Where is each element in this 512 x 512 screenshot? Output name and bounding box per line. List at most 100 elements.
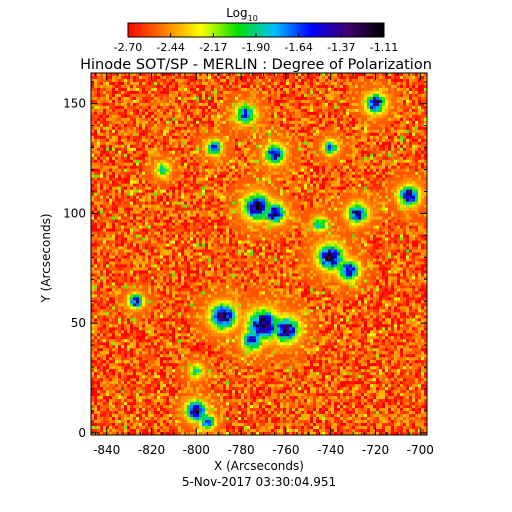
heatmap-cell — [382, 177, 386, 182]
heatmap-cell — [271, 93, 275, 98]
heatmap-cell — [220, 138, 224, 143]
heatmap-cell — [184, 174, 188, 179]
heatmap-cell — [238, 117, 242, 122]
heatmap-cell — [322, 156, 326, 161]
heatmap-cell — [352, 186, 356, 191]
heatmap-cell — [205, 102, 209, 107]
heatmap-cell — [142, 204, 146, 208]
heatmap-cell — [364, 84, 368, 89]
heatmap-cell — [352, 198, 356, 202]
heatmap-cell — [103, 108, 107, 113]
heatmap-cell — [202, 75, 206, 80]
heatmap-cell — [202, 171, 206, 176]
heatmap-cell — [382, 201, 386, 205]
heatmap-cell — [97, 171, 101, 176]
heatmap-cell — [334, 144, 338, 149]
heatmap-cell — [343, 84, 347, 89]
heatmap-cell — [388, 177, 392, 182]
heatmap-cell — [376, 189, 380, 194]
heatmap-cell — [421, 111, 425, 116]
heatmap-cell — [337, 105, 341, 110]
heatmap-cell — [271, 123, 275, 128]
heatmap-cell — [358, 174, 362, 179]
heatmap-cell — [112, 165, 116, 170]
heatmap-cell — [349, 99, 353, 104]
heatmap-cell — [328, 201, 332, 205]
heatmap-cell — [277, 102, 281, 107]
heatmap-cell — [328, 108, 332, 113]
heatmap-cell — [346, 114, 350, 119]
heatmap-cell — [340, 195, 344, 199]
heatmap-cell — [211, 159, 215, 164]
heatmap-cell — [370, 201, 374, 205]
heatmap-cell — [148, 132, 152, 137]
heatmap-cell — [406, 177, 410, 182]
heatmap-cell — [388, 108, 392, 113]
heatmap-cell — [118, 171, 122, 176]
heatmap-cell — [382, 150, 386, 155]
heatmap-cell — [232, 84, 236, 89]
heatmap-cell — [145, 201, 149, 205]
heatmap-cell — [328, 171, 332, 176]
heatmap-cell — [244, 132, 248, 137]
heatmap-cell — [388, 111, 392, 116]
heatmap-cell — [229, 117, 233, 122]
heatmap-cell — [100, 129, 104, 134]
heatmap-cell — [298, 135, 302, 140]
heatmap-cell — [418, 87, 422, 92]
heatmap-cell — [217, 162, 221, 167]
heatmap-cell — [172, 165, 176, 170]
heatmap-cell — [124, 153, 128, 158]
heatmap-cell — [211, 111, 215, 116]
heatmap-cell — [181, 153, 185, 158]
heatmap-cell — [307, 99, 311, 104]
heatmap-cell — [328, 96, 332, 101]
heatmap-cell — [259, 174, 263, 179]
heatmap-cell — [112, 153, 116, 158]
heatmap-cell — [139, 168, 143, 173]
heatmap-cell — [235, 150, 239, 155]
heatmap-cell — [295, 192, 299, 197]
heatmap-cell — [169, 195, 173, 199]
heatmap-cell — [217, 102, 221, 107]
heatmap-cell — [211, 108, 215, 113]
heatmap-cell — [190, 156, 194, 161]
heatmap-cell — [268, 126, 272, 131]
heatmap-cell — [142, 90, 146, 95]
heatmap-cell — [97, 81, 101, 86]
heatmap-cell — [343, 162, 347, 167]
heatmap-cell — [364, 201, 368, 205]
heatmap-cell — [352, 150, 356, 155]
colorbar-tick-label: -1.11 — [370, 41, 398, 54]
heatmap-cell — [361, 201, 365, 205]
heatmap-cell — [199, 87, 203, 92]
heatmap-cell — [307, 144, 311, 149]
heatmap-cell — [364, 141, 368, 146]
heatmap-cell — [124, 201, 128, 205]
heatmap-cell — [304, 201, 308, 205]
heatmap-cell — [145, 120, 149, 125]
heatmap-cell — [337, 186, 341, 191]
heatmap-cell — [244, 198, 248, 202]
heatmap-cell — [121, 177, 125, 182]
heatmap-cell — [292, 192, 296, 197]
heatmap-cell — [337, 93, 341, 98]
heatmap-cell — [169, 108, 173, 113]
heatmap-cell — [202, 87, 206, 92]
heatmap-cell — [331, 198, 335, 202]
heatmap-cell — [148, 129, 152, 134]
heatmap-cell — [409, 201, 413, 205]
heatmap-cell — [397, 111, 401, 116]
heatmap-cell — [316, 108, 320, 113]
heatmap-cell — [130, 141, 134, 146]
heatmap-cell — [139, 153, 143, 158]
heatmap-cell — [205, 87, 209, 92]
heatmap-cell — [136, 204, 140, 208]
heatmap-cell — [193, 204, 197, 208]
heatmap-cell — [214, 114, 218, 119]
heatmap-cell — [202, 186, 206, 191]
heatmap-cell — [166, 117, 170, 122]
heatmap-cell — [193, 111, 197, 116]
heatmap-cell — [103, 129, 107, 134]
heatmap-cell — [103, 123, 107, 128]
